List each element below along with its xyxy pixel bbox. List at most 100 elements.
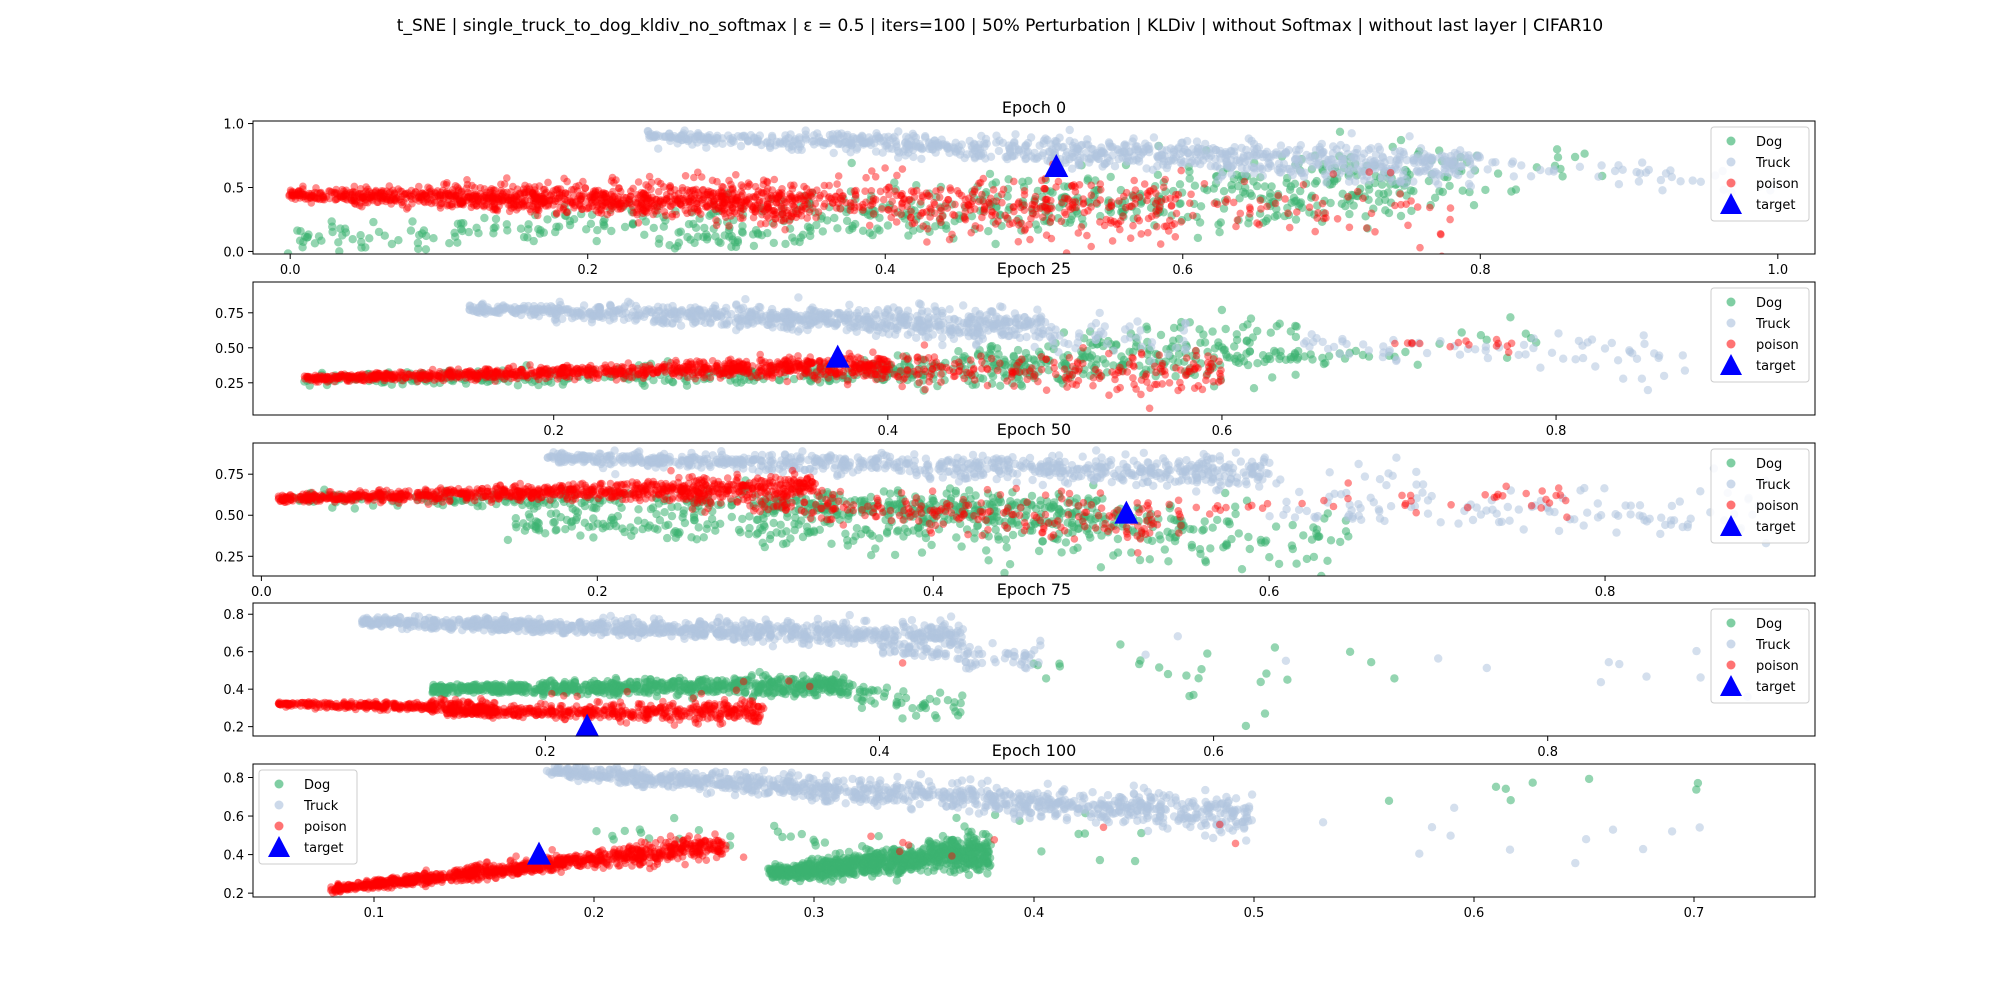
- point-poison: [951, 200, 959, 209]
- point-truck: [474, 303, 483, 312]
- point-poison: [907, 187, 916, 195]
- point-poison: [1229, 198, 1238, 207]
- point-truck: [1039, 139, 1048, 148]
- point-dog: [413, 238, 423, 248]
- point-truck: [764, 320, 773, 330]
- point-truck: [670, 306, 679, 315]
- point-poison: [975, 179, 983, 188]
- point-truck: [965, 320, 974, 329]
- point-dog: [936, 203, 945, 212]
- point-dog: [1003, 192, 1012, 201]
- point-poison: [645, 194, 653, 203]
- point-poison: [733, 193, 741, 202]
- point-truck: [1164, 156, 1174, 166]
- point-poison: [305, 189, 313, 198]
- point-poison: [1064, 196, 1073, 204]
- point-truck: [1133, 317, 1142, 326]
- point-poison: [556, 185, 565, 193]
- point-poison: [788, 200, 797, 208]
- point-poison: [642, 195, 650, 203]
- point-poison: [692, 197, 701, 205]
- point-truck: [1162, 163, 1172, 173]
- point-poison: [594, 208, 603, 217]
- point-dog: [519, 232, 529, 242]
- point-poison: [318, 192, 327, 200]
- point-dog: [890, 178, 899, 187]
- point-poison: [707, 193, 715, 201]
- point-poison: [521, 188, 529, 197]
- point-truck: [871, 147, 881, 156]
- point-poison: [686, 201, 694, 209]
- point-poison: [726, 196, 735, 204]
- point-truck: [1429, 168, 1439, 177]
- point-poison: [390, 189, 399, 197]
- point-truck: [1134, 147, 1143, 156]
- point-poison: [986, 200, 994, 208]
- point-truck: [1696, 177, 1706, 186]
- point-poison: [424, 198, 433, 206]
- point-poison: [1009, 203, 1018, 211]
- point-poison: [350, 193, 358, 201]
- point-poison: [396, 195, 404, 204]
- point-poison: [332, 185, 341, 194]
- point-poison: [386, 196, 395, 204]
- point-poison: [609, 200, 617, 208]
- point-poison: [770, 175, 779, 184]
- point-poison: [1043, 195, 1051, 203]
- point-poison: [482, 201, 491, 209]
- point-truck: [566, 308, 575, 317]
- point-poison: [421, 191, 429, 199]
- point-poison: [1318, 199, 1327, 208]
- point-truck: [1658, 186, 1667, 195]
- point-poison: [533, 203, 541, 212]
- point-poison: [603, 210, 611, 219]
- point-poison: [663, 196, 671, 205]
- point-poison: [531, 198, 540, 206]
- point-truck: [917, 154, 926, 164]
- point-truck: [1455, 350, 1465, 359]
- point-dog: [1167, 211, 1176, 220]
- point-dog: [935, 215, 945, 225]
- point-poison: [614, 197, 622, 205]
- point-truck: [1102, 339, 1112, 348]
- point-poison: [1068, 204, 1077, 212]
- point-poison: [470, 201, 478, 209]
- point-dog: [1128, 191, 1137, 200]
- point-poison: [654, 187, 663, 196]
- point-truck: [534, 312, 543, 321]
- point-dog: [848, 224, 857, 233]
- point-truck: [850, 319, 859, 328]
- point-dog: [1220, 345, 1230, 354]
- point-truck: [786, 314, 795, 323]
- point-dog: [833, 224, 842, 233]
- point-poison: [887, 213, 895, 222]
- point-poison: [426, 184, 434, 193]
- point-poison: [703, 188, 712, 197]
- point-poison: [350, 194, 358, 203]
- point-poison: [535, 182, 544, 190]
- point-poison: [1156, 240, 1165, 248]
- point-poison: [376, 194, 385, 202]
- point-poison: [451, 193, 460, 201]
- point-truck: [1320, 170, 1330, 179]
- point-dog: [836, 204, 845, 213]
- point-poison: [568, 200, 576, 208]
- point-dog: [668, 377, 677, 386]
- point-poison: [497, 192, 506, 201]
- point-poison: [342, 189, 351, 197]
- point-truck: [1594, 172, 1603, 181]
- point-dog: [348, 235, 357, 244]
- point-poison: [512, 206, 521, 214]
- point-poison: [797, 194, 805, 203]
- point-poison: [1144, 191, 1152, 200]
- point-dog: [502, 220, 511, 229]
- point-poison: [1446, 215, 1454, 224]
- point-poison: [366, 191, 375, 200]
- point-dog: [993, 192, 1003, 201]
- point-dog: [1401, 347, 1410, 357]
- point-poison: [718, 207, 726, 216]
- point-poison: [516, 190, 525, 199]
- point-poison: [601, 193, 610, 202]
- point-poison: [922, 208, 931, 216]
- point-poison: [923, 238, 931, 246]
